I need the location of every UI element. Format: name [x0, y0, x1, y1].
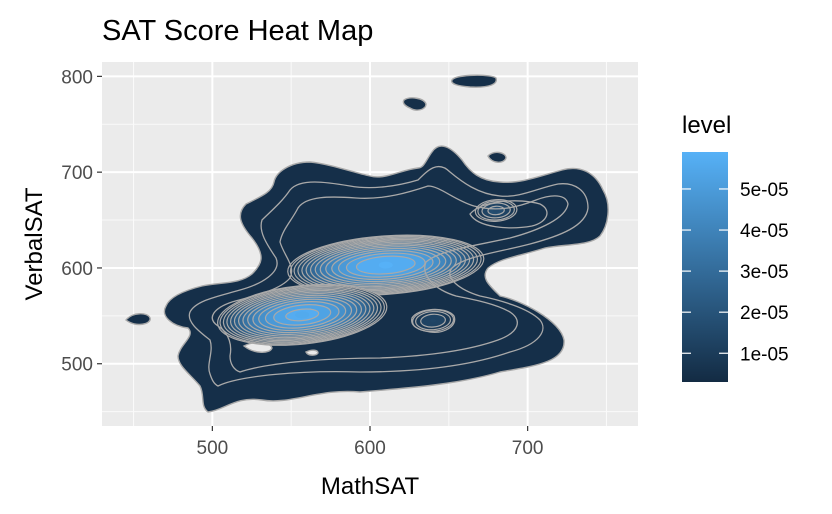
x-axis-ticks: 500 600 700 [197, 426, 544, 459]
x-tick-label: 700 [512, 438, 544, 459]
y-tick-label: 800 [61, 67, 93, 88]
legend-label: 4e-05 [740, 221, 789, 242]
chart-title: SAT Score Heat Map [102, 15, 373, 47]
y-tick-label: 600 [61, 259, 93, 280]
density-peak [430, 318, 437, 323]
x-axis-title: MathSAT [321, 473, 420, 500]
density-region-outlier-top [451, 74, 497, 88]
y-tick-label: 700 [61, 163, 93, 184]
density-peak [378, 261, 393, 269]
density-peak [295, 311, 310, 319]
legend-ticks: 1e-05 2e-05 3e-05 4e-05 5e-05 [682, 180, 789, 365]
y-axis-title: VerbalSAT [21, 187, 48, 300]
y-axis-ticks: 500 600 700 800 [61, 67, 102, 376]
contour-line-inner-loop-2 [211, 185, 569, 373]
contour-line-lower-right-loop [411, 308, 456, 333]
legend: level 1e-05 2e-05 3e-05 4e-05 5e-05 [682, 112, 789, 382]
legend-title: level [682, 112, 731, 139]
density-region-outlier-upper [402, 97, 427, 111]
density-contours [125, 74, 609, 413]
density-region-outlier-notch [487, 151, 507, 163]
legend-colorbar [682, 152, 728, 382]
contour-line-upper-right-loop [469, 200, 548, 229]
x-tick-label: 500 [197, 438, 229, 459]
density-region-outlier-left [125, 313, 151, 326]
density-peak [493, 208, 500, 213]
y-tick-label: 500 [61, 355, 93, 376]
x-tick-label: 600 [354, 438, 386, 459]
legend-label: 5e-05 [740, 180, 789, 201]
legend-label: 3e-05 [740, 262, 789, 283]
legend-label: 2e-05 [740, 303, 789, 324]
legend-label: 1e-05 [740, 344, 789, 365]
contour-line-inner-loop-1 [188, 165, 589, 387]
